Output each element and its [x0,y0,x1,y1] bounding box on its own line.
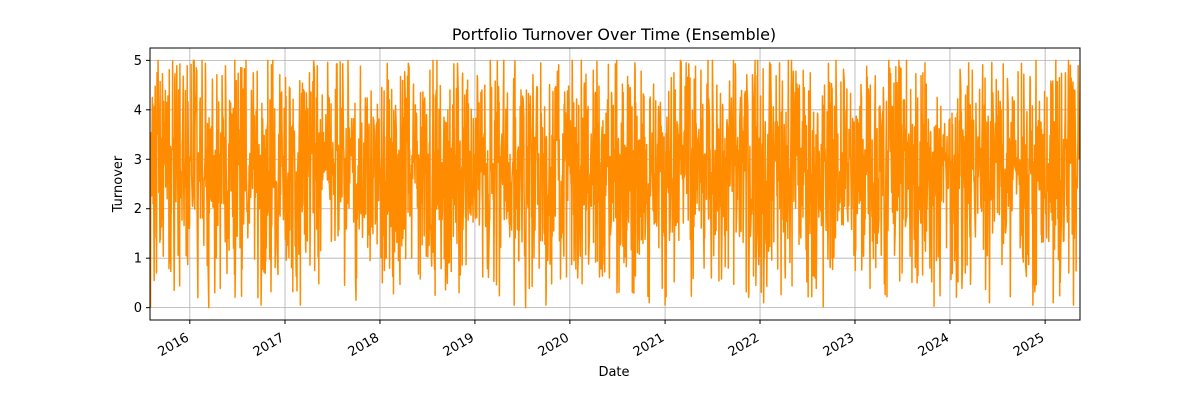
x-tick-label: 2019 [441,330,477,360]
x-tick-label: 2016 [156,330,192,360]
y-axis-label: Turnover [111,155,126,213]
y-tick-label: 4 [134,103,142,118]
plot-area [149,59,1080,309]
x-axis-label: Date [598,365,629,380]
x-tick-label: 2021 [631,330,667,360]
y-tick-label: 5 [134,54,142,69]
y-axis-ticks: 0 1 2 3 4 5 [134,54,150,316]
y-tick-label: 0 [134,301,142,316]
y-tick-label: 2 [134,202,142,217]
y-tick-label: 3 [134,153,142,168]
x-tick-label: 2022 [726,330,762,360]
x-tick-label: 2023 [821,330,857,360]
turnover-series-line [149,59,1080,309]
x-tick-label: 2025 [1011,330,1047,360]
x-axis-ticks: 2016 2017 2018 2019 2020 2021 2022 2023 2024 2025 [156,320,1047,360]
x-tick-label: 2024 [916,330,952,360]
x-tick-label: 2018 [346,330,382,360]
chart-title: Portfolio Turnover Over Time (Ensemble) [452,25,776,44]
x-tick-label: 2020 [536,330,572,360]
y-tick-label: 1 [134,252,142,267]
axes-frame [149,47,1081,321]
x-tick-label: 2017 [251,330,287,360]
